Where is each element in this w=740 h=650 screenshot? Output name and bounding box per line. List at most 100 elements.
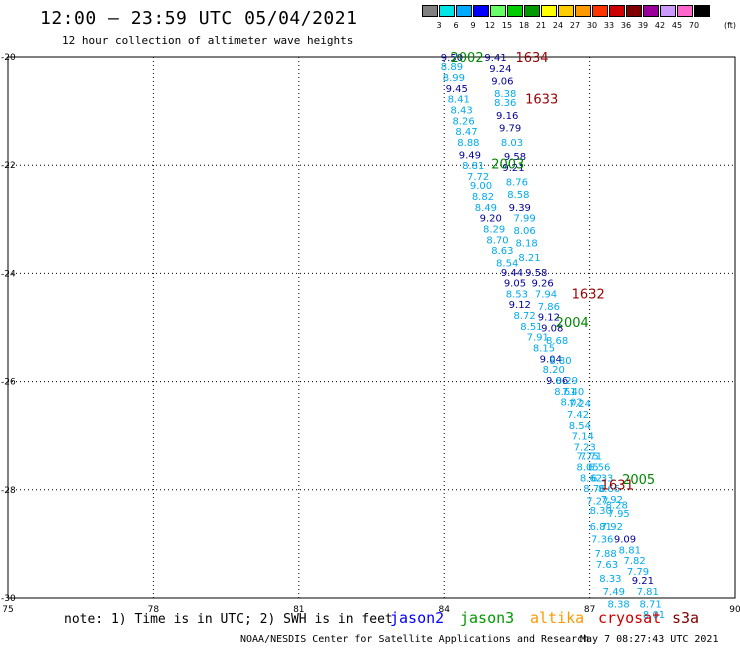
wave-height-chart: 75 78 81 84 87 90 -20 -22 -24 -26 -28 -30 9.50 9.41 8.… xyxy=(1,51,740,620)
scale-unit: (ft) xyxy=(724,21,737,30)
y-tick-label: -20 xyxy=(1,53,16,63)
wave-height-point: 9.06 xyxy=(546,376,568,387)
plot-frame xyxy=(7,56,736,599)
scale-swatch xyxy=(558,5,574,17)
pass-time-label: 2005 xyxy=(622,473,655,488)
scale-label: 45 xyxy=(671,21,683,30)
wave-height-point: 9.39 xyxy=(509,203,531,214)
wave-height-point: 8.80 xyxy=(549,356,571,367)
wave-height-point: 8.62 xyxy=(580,473,602,484)
wave-height-point: 7.95 xyxy=(608,509,630,520)
wave-height-point: 8.05 xyxy=(577,463,599,474)
scale-swatch xyxy=(541,5,557,17)
wave-height-point: 8.26 xyxy=(452,116,474,127)
scale-label: 15 xyxy=(501,21,513,30)
wave-height-point: 7.63 xyxy=(596,560,618,571)
wave-height-point: 8.63 xyxy=(491,246,513,257)
wave-height-point: 9.44 xyxy=(501,268,523,279)
wave-height-point: 8.53 xyxy=(506,289,528,300)
wave-height-point: 8.38 xyxy=(494,89,516,100)
wave-height-point: 9.06 xyxy=(491,76,513,87)
wave-height-point: 8.70 xyxy=(486,235,508,246)
scale-swatch xyxy=(422,5,438,17)
wave-height-point: 7.92 xyxy=(601,495,623,506)
wave-height-point: 9.41 xyxy=(484,53,506,64)
wave-height-point: 8.68 xyxy=(546,336,568,347)
scale-label: 18 xyxy=(518,21,530,30)
wave-height-point: 9.21 xyxy=(632,576,654,587)
scale-label: 9 xyxy=(470,21,476,30)
wave-height-point: 9.05 xyxy=(504,279,526,290)
wave-height-point: 8.71 xyxy=(640,599,662,610)
y-tick-label: -22 xyxy=(1,161,16,171)
wave-height-point: 7.79 xyxy=(627,567,649,578)
wave-height-point: 7.71 xyxy=(580,452,602,463)
wave-height-point: 8.82 xyxy=(472,192,494,203)
legend-cryosat: cryosat xyxy=(598,609,662,627)
scale-swatch xyxy=(524,5,540,17)
scale-swatch xyxy=(660,5,676,17)
pass-time-label: 2003 xyxy=(491,158,524,173)
wave-height-point: 8.54 xyxy=(496,259,518,270)
wave-height-point: 7.72 xyxy=(467,172,489,183)
wave-height-point: 7.49 xyxy=(603,587,625,598)
wave-height-point: 8.29 xyxy=(556,376,578,387)
scale-label: 36 xyxy=(620,21,632,30)
scale-label: 24 xyxy=(552,21,564,30)
wave-height-point: 8.41 xyxy=(448,95,470,106)
wave-height-point: 9.12 xyxy=(538,313,560,324)
wave-height-point: 8.61 xyxy=(554,387,576,398)
wave-height-point: 8.02 xyxy=(561,398,583,409)
wave-height-point: 6.81 xyxy=(590,522,612,533)
scale-swatch xyxy=(490,5,506,17)
scale-swatch xyxy=(575,5,591,17)
x-tick-label: 81 xyxy=(293,605,304,615)
wave-height-point: 6.56 xyxy=(588,463,610,474)
scale-label: 6 xyxy=(453,21,459,30)
wave-height-point: 8.15 xyxy=(533,344,555,355)
wave-height-point: 9.58 xyxy=(504,152,526,163)
wave-height-point: 8.47 xyxy=(455,127,477,138)
wave-height-point: 8.99 xyxy=(443,73,465,84)
wave-height-point: 8.81 xyxy=(462,161,484,172)
wave-height-point: 8.28 xyxy=(606,500,628,511)
wave-height-point: 8.36 xyxy=(494,98,516,109)
pass-time-label: 1631 xyxy=(601,478,634,493)
pass-time-label: 2002 xyxy=(451,51,484,66)
scale-swatch xyxy=(694,5,710,17)
scale-label: 27 xyxy=(569,21,581,30)
x-tick-label: 90 xyxy=(729,605,740,615)
chart-title: 12:00 — 23:59 UTC 05/04/2021 xyxy=(40,8,358,29)
wave-height-point: 8.51 xyxy=(520,322,542,333)
wave-height-point: 8.54 xyxy=(569,421,591,432)
x-tick-label: 84 xyxy=(438,605,450,615)
wave-height-point: 9.58 xyxy=(525,268,547,279)
scale-swatch xyxy=(473,5,489,17)
scale-swatch xyxy=(456,5,472,17)
chart-subtitle: 12 hour collection of altimeter wave hei… xyxy=(62,34,354,47)
wave-height-point: 9.21 xyxy=(502,163,524,174)
wave-height-point: 9.49 xyxy=(459,150,481,161)
wave-height-point: 7.82 xyxy=(624,556,646,567)
wave-height-point: 7.75 xyxy=(577,452,599,463)
wave-height-point: 8.58 xyxy=(507,190,529,201)
footer-timestamp: May 7 08:27:43 UTC 2021 xyxy=(580,634,719,645)
wave-height-point: 9.00 xyxy=(470,181,492,192)
wave-height-point: 6.33 xyxy=(591,473,613,484)
wave-height-point: 9.16 xyxy=(496,111,518,122)
wave-height-point: 9.04 xyxy=(540,354,562,365)
wave-height-point: 8.20 xyxy=(543,365,565,376)
x-tick-label: 75 xyxy=(2,605,13,615)
wave-height-point: 7.36 xyxy=(591,534,613,545)
wave-height-point: 8.33 xyxy=(599,574,621,585)
wave-height-point: 8.72 xyxy=(514,311,536,322)
scale-swatch xyxy=(626,5,642,17)
wave-height-point: 9.20 xyxy=(480,214,502,225)
wave-height-point: 9.45 xyxy=(446,84,468,95)
scale-label: 30 xyxy=(586,21,598,30)
wave-height-point: 9.50 xyxy=(441,53,463,64)
scale-label: 70 xyxy=(688,21,700,30)
scale-label: 3 xyxy=(436,21,442,30)
scale-label: 12 xyxy=(484,21,496,30)
wave-height-point: 8.21 xyxy=(518,253,540,264)
